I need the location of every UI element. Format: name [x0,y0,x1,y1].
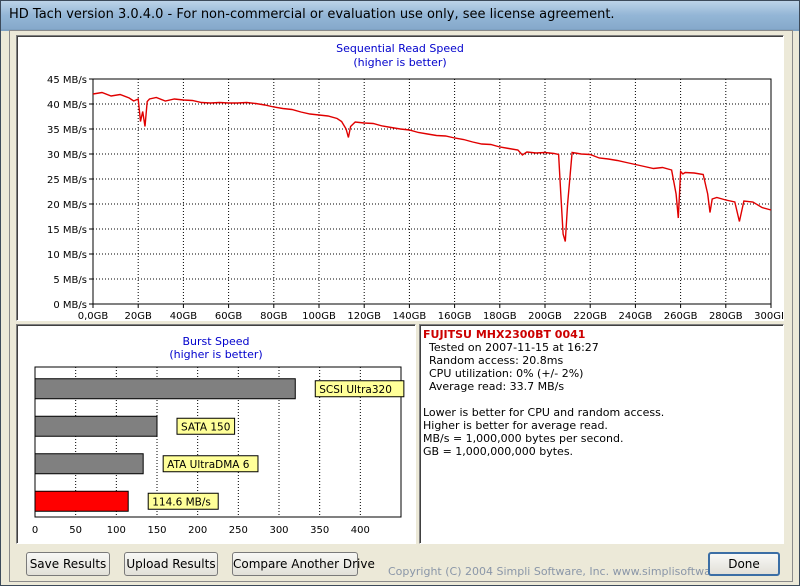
burst-bar-label: SCSI Ultra320 [319,384,392,396]
burst-bar [34,453,144,475]
y-tick-label: 45 MB/s [47,75,87,86]
x-tick-label: 260GB [664,311,698,320]
x-tick-label: 20GB [125,311,152,320]
y-tick-label: 30 MB/s [47,150,87,161]
burst-tick-label: 300 [269,525,288,536]
compare-drive-button[interactable]: Compare Another Drive [232,552,375,576]
tested-on: Tested on 2007-11-15 at 16:27 [429,341,599,354]
random-access: Random access: 20.8ms [429,354,564,367]
plot-area [92,78,772,305]
note-average: Higher is better for average read. [423,419,608,432]
x-tick-label: 40GB [170,311,197,320]
y-tick-label: 40 MB/s [47,100,87,111]
y-tick-label: 25 MB/s [47,175,87,186]
burst-bar [34,378,296,400]
cpu-utilization: CPU utilization: 0% (+/- 2%) [429,367,584,380]
y-tick-label: 35 MB/s [47,125,87,136]
chart-subtitle: (higher is better) [353,56,446,69]
save-results-button[interactable]: Save Results [26,552,110,576]
x-tick-label: 120GB [347,311,381,320]
note-mbs: MB/s = 1,000,000 bytes per second. [423,432,624,445]
y-tick-label: 20 MB/s [47,200,87,211]
x-tick-label: 280GB [709,311,743,320]
burst-bar [34,415,158,437]
burst-label-box [147,492,219,510]
x-tick-label: 60GB [215,311,242,320]
burst-bar-label: ATA UltraDMA 6 [167,459,250,471]
chart-title: Sequential Read Speed [336,42,464,55]
note-cpu: Lower is better for CPU and random acces… [423,406,665,419]
sequential-read-chart: Sequential Read Speed (higher is better)… [47,42,783,320]
burst-speed-chart: Burst Speed (higher is better) SCSI Ultr… [32,335,405,536]
y-tick-label: 10 MB/s [47,250,87,261]
x-tick-label: 160GB [438,311,472,320]
done-button[interactable]: Done [708,552,780,576]
x-tick-label: 200GB [528,311,562,320]
burst-bar-label: SATA 150 [181,421,230,433]
drive-name: FUJITSU MHX2300BT 0041 [423,328,586,341]
burst-tick-label: 50 [69,525,82,536]
window-title: HD Tach version 3.0.4.0 - For non-commer… [9,7,615,22]
burst-tick-label: 150 [147,525,166,536]
burst-subtitle: (higher is better) [169,348,262,361]
burst-title: Burst Speed [182,335,249,348]
x-tick-label: 0,0GB [78,311,109,320]
x-tick-label: 240GB [619,311,653,320]
burst-tick-label: 400 [351,525,370,536]
drive-info-panel: FUJITSU MHX2300BT 0041 Tested on 2007-11… [419,324,784,544]
burst-tick-label: 100 [107,525,126,536]
average-read: Average read: 33.7 MB/s [429,380,565,393]
burst-bar-label: 114.6 MB/s [152,496,211,508]
burst-speed-panel: Burst Speed (higher is better) SCSI Ultr… [16,324,416,544]
copyright-text: Copyright (C) 2004 Simpli Software, Inc.… [388,565,749,578]
read-speed-line [92,91,772,242]
burst-tick-label: 350 [310,525,329,536]
sequential-read-panel: Sequential Read Speed (higher is better)… [16,35,784,321]
burst-tick-label: 250 [229,525,248,536]
title-bar[interactable]: HD Tach version 3.0.4.0 - For non-commer… [1,1,799,29]
burst-tick-label: 0 [32,525,38,536]
x-tick-label: 220GB [573,311,607,320]
x-tick-label: 180GB [483,311,517,320]
upload-results-button[interactable]: Upload Results [124,552,218,576]
x-tick-label: 80GB [260,311,287,320]
client-area: Sequential Read Speed (higher is better)… [9,30,793,582]
burst-label-box [162,455,259,473]
burst-label-box [176,417,236,435]
y-tick-label: 0 MB/s [53,300,87,311]
y-tick-label: 15 MB/s [47,225,87,236]
burst-bar [34,490,129,512]
y-tick-label: 5 MB/s [53,275,87,286]
x-tick-label: 140GB [393,311,427,320]
burst-tick-label: 200 [188,525,207,536]
burst-label-box [314,380,405,398]
note-gb: GB = 1,000,000,000 bytes. [423,445,574,458]
x-tick-label: 100GB [302,311,336,320]
